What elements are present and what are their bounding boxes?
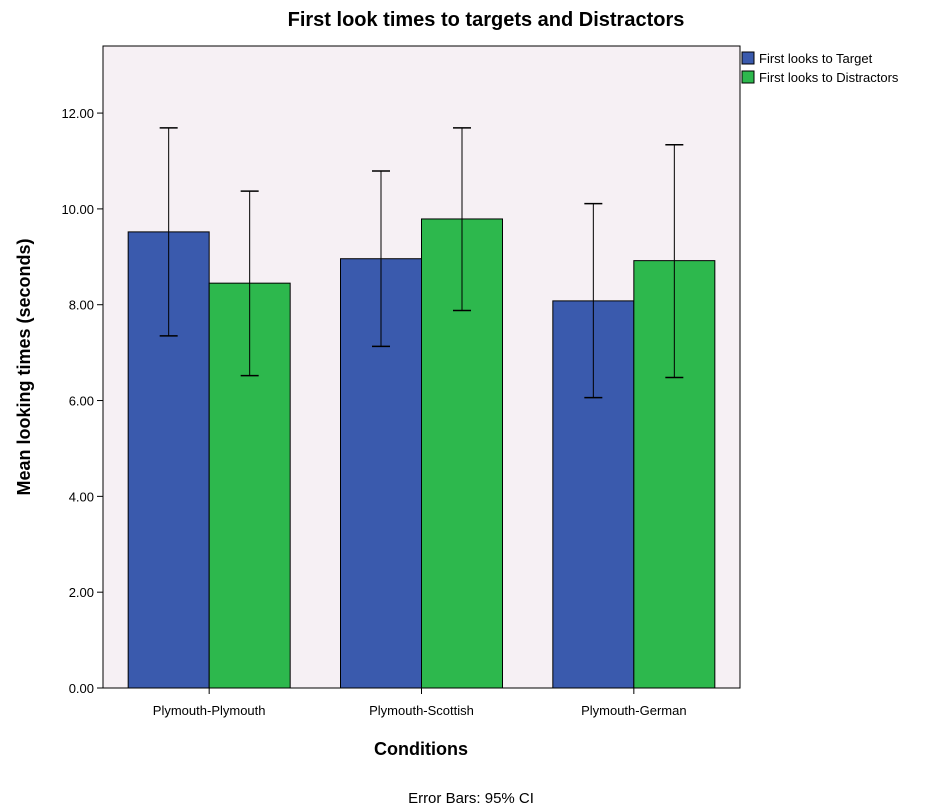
x-tick-label: Plymouth-Scottish — [369, 703, 474, 718]
legend-label: First looks to Target — [759, 51, 873, 66]
x-tick-label: Plymouth-German — [581, 703, 686, 718]
y-tick-label: 10.00 — [61, 202, 94, 217]
y-tick-label: 2.00 — [69, 585, 94, 600]
y-tick-label: 8.00 — [69, 298, 94, 313]
x-axis-label: Conditions — [374, 739, 468, 759]
y-tick-label: 6.00 — [69, 394, 94, 409]
chart-title: First look times to targets and Distract… — [288, 9, 685, 31]
error-bars-note: Error Bars: 95% CI — [408, 790, 534, 807]
y-axis: 0.00 2.00 4.00 6.00 8.00 10.00 12.00 — [61, 106, 103, 696]
x-axis: Plymouth-Plymouth Plymouth-Scottish Plymou… — [153, 688, 687, 718]
x-tick-label: Plymouth-Plymouth — [153, 703, 266, 718]
y-tick-label: 4.00 — [69, 489, 94, 504]
y-axis-label: Mean looking times (seconds) — [14, 238, 34, 495]
legend-swatch — [741, 51, 755, 65]
error-bars — [159, 127, 684, 399]
legend-swatch — [741, 70, 755, 84]
legend: First looks to Target First looks to Dist… — [741, 51, 899, 85]
bars — [127, 218, 716, 689]
y-tick-label: 12.00 — [61, 106, 94, 121]
y-tick-label: 0.00 — [69, 681, 94, 696]
legend-label: First looks to Distractors — [759, 70, 899, 85]
